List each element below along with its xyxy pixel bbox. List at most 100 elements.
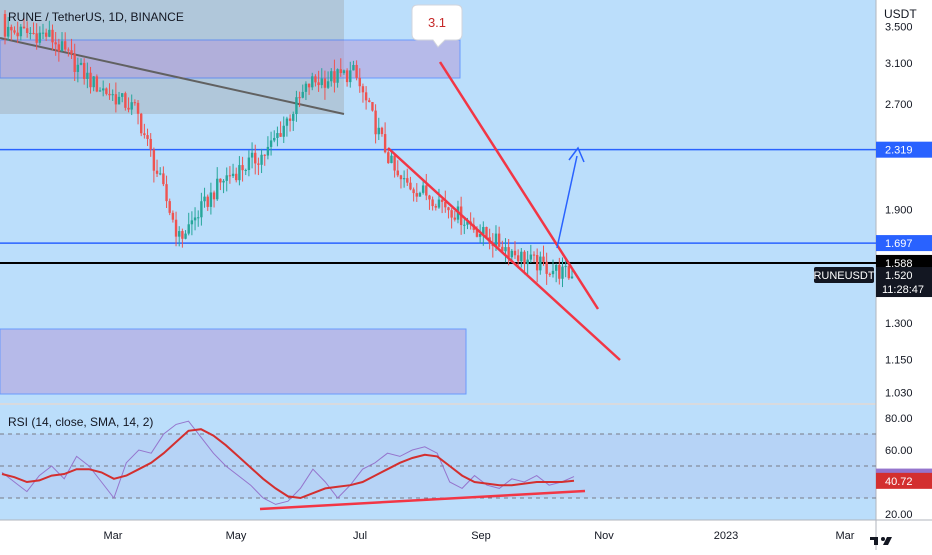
- candle-down: [368, 100, 371, 103]
- candle-up: [421, 185, 425, 193]
- candle-up: [238, 165, 241, 181]
- price-level-label-box: [876, 141, 932, 158]
- candle-down: [89, 72, 92, 88]
- price-axis-currency: USDT: [884, 7, 917, 21]
- candle-down: [212, 192, 216, 200]
- candle-down: [314, 76, 317, 83]
- candle-down: [181, 231, 184, 239]
- candle-down: [3, 13, 7, 37]
- candle-down: [345, 70, 349, 83]
- candle-down: [67, 49, 70, 51]
- candle-down: [323, 78, 327, 88]
- candle-up: [79, 62, 83, 65]
- candle-up: [377, 127, 380, 135]
- symbol-tag: RUNEUSDT: [813, 270, 874, 282]
- candle-up: [352, 64, 355, 71]
- candle-down: [254, 152, 257, 164]
- time-tick-label: 2023: [714, 530, 738, 542]
- candle-up: [570, 276, 574, 279]
- candle-up: [130, 102, 133, 110]
- price-callout-bubble: [411, 4, 463, 48]
- candle-up: [38, 32, 42, 43]
- candle-up: [216, 178, 219, 200]
- candle-up: [482, 226, 485, 235]
- candle-down: [136, 102, 140, 114]
- price-level-label-box: [876, 235, 932, 252]
- candle-down: [558, 265, 561, 279]
- candle-up: [478, 234, 482, 237]
- candle-up: [184, 233, 187, 239]
- candle-down: [228, 175, 232, 177]
- support-zone: [0, 328, 467, 395]
- candle-down: [513, 250, 517, 256]
- candle-down: [307, 83, 311, 88]
- candle-up: [6, 26, 10, 37]
- candle-down: [257, 163, 260, 165]
- candle-down: [523, 251, 526, 265]
- candle-up: [311, 76, 314, 88]
- candle-down: [434, 206, 437, 208]
- price-level-label: 2.319: [885, 145, 913, 157]
- candle-up: [231, 173, 235, 177]
- candle-down: [95, 76, 99, 92]
- candle-up: [463, 224, 466, 226]
- candle-down: [263, 154, 266, 156]
- candle-up: [197, 217, 200, 219]
- candle-up: [349, 70, 352, 83]
- time-tick-label: Jul: [353, 530, 367, 542]
- candle-down: [333, 71, 336, 83]
- candle-up: [504, 247, 507, 252]
- candle-down: [155, 170, 159, 174]
- candle-up: [29, 32, 32, 34]
- candle-up: [41, 32, 45, 34]
- candle-down: [127, 107, 130, 110]
- candle-up: [98, 90, 102, 92]
- candle-down: [364, 92, 368, 101]
- rsi-divergence-line: [259, 489, 586, 511]
- candle-up: [86, 72, 89, 79]
- wedge-upper-line: [438, 61, 600, 310]
- candle-up: [260, 154, 263, 165]
- candle-down: [545, 261, 548, 274]
- candle-down: [412, 189, 415, 194]
- candle-down: [317, 82, 320, 86]
- candle-down: [51, 29, 54, 43]
- candle-up: [402, 178, 406, 180]
- candle-up: [187, 224, 190, 234]
- candle-up: [336, 69, 339, 83]
- candle-up: [330, 71, 333, 82]
- rsi-tick-label: 20.00: [885, 509, 913, 521]
- breakout-arrow-line: [556, 155, 578, 249]
- candle-up: [520, 251, 523, 262]
- candle-up: [203, 196, 206, 202]
- candle-down: [380, 127, 384, 135]
- symbol-title[interactable]: RUNE / TetherUS, 1D, BINANCE: [8, 10, 184, 24]
- rsi-legend[interactable]: RSI (14, close, SMA, 14, 2): [8, 415, 154, 429]
- candle-up: [225, 175, 228, 181]
- candle-up: [285, 118, 289, 126]
- candle-up: [250, 152, 254, 158]
- candle-up: [190, 220, 194, 225]
- candle-down: [516, 255, 520, 262]
- candle-down: [35, 33, 38, 43]
- candle-up: [269, 140, 273, 147]
- candle-up: [193, 217, 197, 221]
- candle-down: [25, 28, 29, 34]
- candle-down: [532, 254, 536, 256]
- candle-down: [450, 210, 453, 218]
- wedge-lower-line: [387, 147, 621, 361]
- candle-up: [282, 125, 285, 137]
- candle-down: [162, 173, 165, 185]
- price-tick-label: 1.300: [885, 318, 913, 330]
- price-tick-label: 2.700: [885, 99, 913, 111]
- candle-down: [146, 135, 149, 139]
- rsi-ma-value-label: 40.72: [885, 476, 913, 488]
- candle-up: [159, 173, 162, 175]
- rsi-ma-value-label-box: [876, 472, 932, 489]
- candle-down: [171, 212, 175, 220]
- candle-up: [273, 137, 276, 141]
- candle-down: [44, 32, 48, 37]
- candle-down: [105, 88, 108, 94]
- price-tick-label: 3.100: [885, 58, 913, 70]
